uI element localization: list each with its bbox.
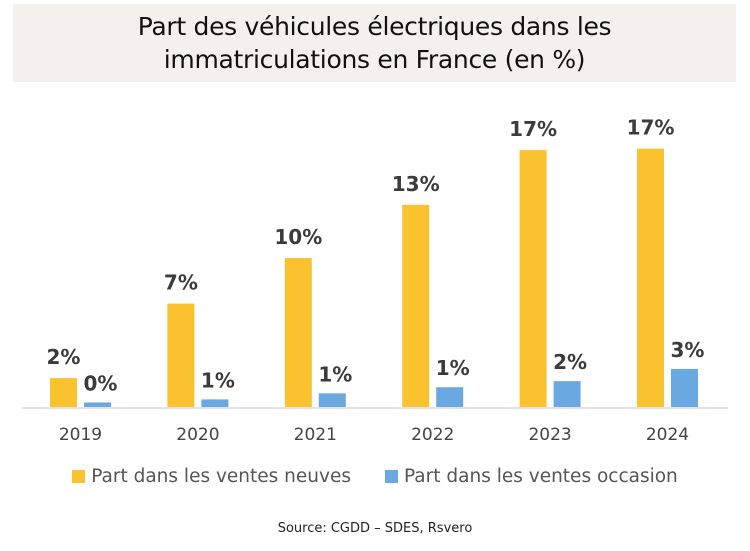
legend: Part dans les ventes neuves Part dans le…	[0, 466, 750, 487]
x-tick-2023: 2023	[528, 425, 571, 445]
data-label-used-2019: 0%	[84, 371, 118, 395]
legend-item-new: Part dans les ventes neuves	[72, 466, 351, 487]
data-label-new-2023: 17%	[509, 117, 557, 141]
bar-new-2019	[50, 378, 77, 407]
source-note: Source: CGDD – SDES, Rsvero	[277, 521, 473, 536]
x-tick-2020: 2020	[176, 425, 219, 445]
data-label-used-2023: 2%	[553, 350, 587, 374]
bar-new-2023	[519, 150, 547, 407]
legend-swatch-new	[72, 470, 86, 483]
legend-label-new: Part dans les ventes neuves	[91, 466, 351, 487]
x-tick-2024: 2024	[646, 425, 689, 445]
x-tick-2021: 2021	[294, 425, 337, 445]
data-label-used-2021: 1%	[318, 362, 352, 386]
data-label-used-2020: 1%	[201, 368, 235, 392]
chart-title-box: Part des véhicules électriques dans les …	[13, 4, 736, 82]
data-label-new-2022: 13%	[392, 172, 440, 196]
data-label-new-2019: 2%	[47, 345, 81, 369]
legend-swatch-used	[384, 470, 398, 483]
bar-used-2024	[671, 369, 698, 407]
bar-used-2023	[553, 381, 581, 407]
bar-new-2024	[637, 148, 664, 407]
bar-used-2022	[436, 387, 464, 407]
bar-used-2019	[84, 402, 111, 407]
x-tick-2019: 2019	[59, 425, 102, 445]
chart-title: Part des véhicules électriques dans les …	[137, 12, 612, 74]
data-label-used-2022: 1%	[436, 356, 470, 380]
bar-used-2020	[201, 399, 229, 407]
bar-new-2021	[284, 258, 312, 407]
legend-label-used: Part dans les ventes occasion	[403, 466, 678, 487]
data-label-new-2020: 7%	[164, 271, 198, 295]
data-label-new-2021: 10%	[274, 225, 322, 249]
legend-item-used: Part dans les ventes occasion	[384, 466, 678, 487]
data-label-used-2024: 3%	[671, 338, 705, 362]
bar-used-2021	[318, 393, 346, 407]
bar-new-2020	[167, 303, 195, 407]
x-tick-2022: 2022	[411, 425, 454, 445]
bar-new-2022	[402, 204, 430, 407]
data-label-new-2024: 17%	[627, 116, 675, 140]
